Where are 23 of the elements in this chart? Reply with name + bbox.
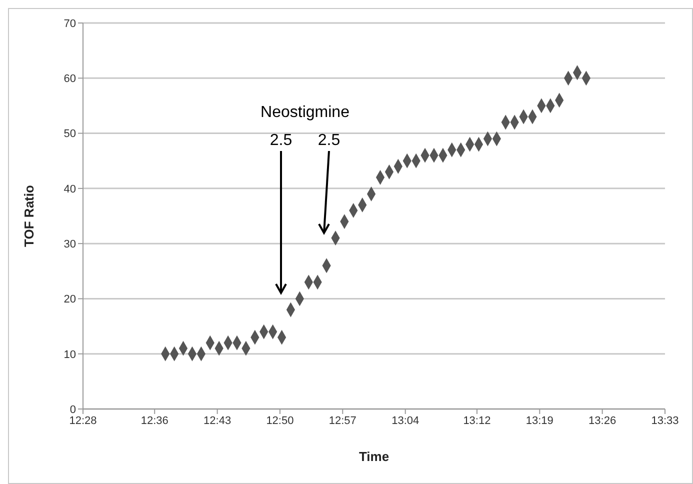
annotation: Neostigmine xyxy=(260,104,350,121)
y-tick-label: 10 xyxy=(64,348,76,361)
y-tick-label: 70 xyxy=(64,18,76,30)
y-tick-label: 0 xyxy=(70,404,76,416)
y-tick-label: 60 xyxy=(64,73,76,86)
y-tick-label: 40 xyxy=(64,183,76,196)
x-tick-label: 13:12 xyxy=(463,414,491,427)
x-tick-label: 13:19 xyxy=(526,414,554,427)
y-tick-label: 30 xyxy=(64,238,76,250)
x-tick-label: 13:26 xyxy=(588,414,616,427)
x-tick-label: 12:43 xyxy=(204,414,232,427)
annotation: 2.5 xyxy=(318,132,340,149)
x-tick-label: 13:33 xyxy=(651,414,679,427)
y-tick-label: 20 xyxy=(64,294,76,306)
x-tick-label: 12:50 xyxy=(266,414,294,427)
y-axis-title: TOF Ratio xyxy=(22,185,37,247)
x-tick-label: 12:57 xyxy=(328,414,356,427)
x-tick-label: 13:04 xyxy=(392,414,420,427)
x-tick-label: 12:28 xyxy=(69,414,97,427)
x-axis-title: Time xyxy=(358,449,390,464)
x-tick-label: 12:36 xyxy=(140,414,168,427)
y-tick-label: 50 xyxy=(64,128,76,140)
annotation: 2.5 xyxy=(270,132,292,149)
